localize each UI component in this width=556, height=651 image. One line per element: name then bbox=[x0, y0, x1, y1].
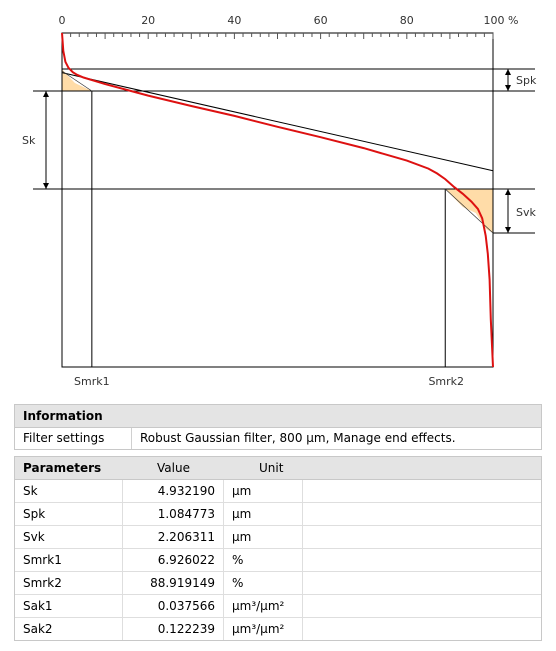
information-table: Information Filter settings Robust Gauss… bbox=[14, 404, 542, 450]
parameter-name: Sak1 bbox=[15, 595, 123, 617]
information-header: Information bbox=[15, 405, 541, 428]
table-row: Sak2 0.122239 µm³/µm² bbox=[15, 618, 541, 640]
parameter-value: 6.926022 bbox=[123, 549, 224, 571]
sk-arrow-head-bottom bbox=[43, 183, 49, 189]
abbott-firestone-chart: 0 20 40 60 80 100 % Spk Sk Svk Smrk1 Smrk2 bbox=[22, 14, 537, 388]
bearing-area-curve bbox=[61, 32, 494, 368]
parameter-name: Spk bbox=[15, 503, 123, 525]
empty-cell bbox=[303, 526, 541, 548]
parameter-name: Smrk2 bbox=[15, 572, 123, 594]
parameter-value: 0.037566 bbox=[123, 595, 224, 617]
valley-construction-line bbox=[445, 188, 494, 234]
parameter-unit: % bbox=[224, 549, 303, 571]
empty-cell bbox=[303, 503, 541, 525]
parameters-header: Parameters Value Unit bbox=[15, 457, 541, 480]
parameter-unit: µm bbox=[224, 480, 303, 502]
filter-settings-label: Filter settings bbox=[15, 428, 132, 449]
table-row: Spk 1.084773 µm bbox=[15, 503, 541, 526]
parameters-col-unit: Unit bbox=[259, 461, 284, 475]
parameters-col-name: Parameters bbox=[23, 461, 102, 475]
x-axis-tick-label: 0 bbox=[59, 14, 66, 27]
svk-arrow-head-top bbox=[505, 189, 511, 195]
parameter-unit: µm bbox=[224, 503, 303, 525]
spk-label: Spk bbox=[516, 74, 537, 87]
svk-label: Svk bbox=[516, 206, 536, 219]
parameters-rows: Sk 4.932190 µm Spk 1.084773 µm Svk 2.206311 µm Sm… bbox=[15, 480, 541, 640]
table-row: Smrk1 6.926022% bbox=[15, 549, 541, 572]
parameters-table: Parameters Value Unit Sk 4.932190 µm Spk 1.0… bbox=[14, 456, 542, 641]
parameter-unit: µm³/µm² bbox=[224, 618, 303, 640]
x-axis-tick-label: 20 bbox=[141, 14, 155, 27]
table-row: Smrk2 88.919149% bbox=[15, 572, 541, 595]
plot-frame bbox=[61, 32, 494, 368]
smrk1-label: Smrk1 bbox=[74, 375, 110, 388]
table-row: Sk 4.932190 µm bbox=[15, 480, 541, 503]
x-axis-tick-label: 80 bbox=[400, 14, 414, 27]
spk-arrow-head-top bbox=[505, 69, 511, 75]
parameter-unit: µm bbox=[224, 526, 303, 548]
parameter-value: 2.206311 bbox=[123, 526, 224, 548]
parameters-col-value: Value bbox=[157, 461, 190, 475]
smrk2-label: Smrk2 bbox=[428, 375, 464, 388]
empty-cell bbox=[303, 549, 541, 571]
sk-label: Sk bbox=[22, 134, 36, 147]
x-axis-tick-label: 40 bbox=[227, 14, 241, 27]
empty-cell bbox=[303, 572, 541, 594]
parameter-name: Smrk1 bbox=[15, 549, 123, 571]
peak-area-fill bbox=[62, 69, 92, 91]
parameter-unit: µm³/µm² bbox=[224, 595, 303, 617]
table-row: Svk 2.206311 µm bbox=[15, 526, 541, 549]
equivalent-line bbox=[61, 72, 494, 172]
parameter-value: 1.084773 bbox=[123, 503, 224, 525]
empty-cell bbox=[303, 480, 541, 502]
parameter-name: Svk bbox=[15, 526, 123, 548]
parameter-value: 88.919149 bbox=[123, 572, 224, 594]
empty-cell bbox=[303, 618, 541, 640]
parameter-unit: % bbox=[224, 572, 303, 594]
parameter-value: 0.122239 bbox=[123, 618, 224, 640]
x-axis-tick-label: 60 bbox=[314, 14, 328, 27]
sk-arrow-head-top bbox=[43, 91, 49, 97]
empty-cell bbox=[303, 595, 541, 617]
svk-arrow-head-bottom bbox=[505, 227, 511, 233]
peak-construction-line bbox=[61, 70, 93, 92]
x-axis-unit-label: 100 % bbox=[484, 14, 519, 27]
parameter-name: Sak2 bbox=[15, 618, 123, 640]
filter-settings-value: Robust Gaussian filter, 800 µm, Manage e… bbox=[140, 431, 456, 445]
spk-arrow-head-bottom bbox=[505, 85, 511, 91]
parameter-value: 4.932190 bbox=[123, 480, 224, 502]
information-row: Filter settings Robust Gaussian filter, … bbox=[15, 428, 541, 449]
table-row: Sak1 0.037566 µm³/µm² bbox=[15, 595, 541, 618]
parameter-name: Sk bbox=[15, 480, 123, 502]
